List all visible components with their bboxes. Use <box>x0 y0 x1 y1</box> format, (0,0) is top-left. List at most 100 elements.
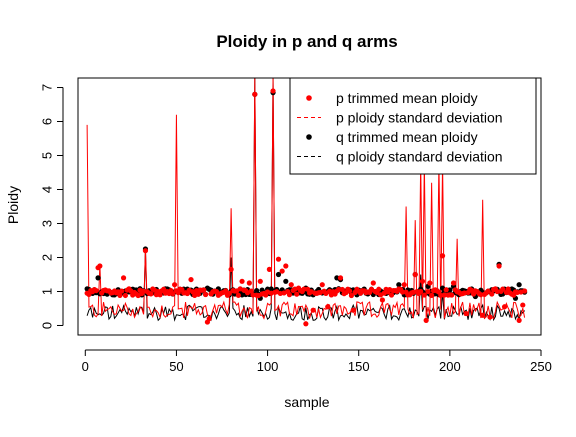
p-mean-point <box>496 263 502 269</box>
y-tick-label: 4 <box>39 186 54 193</box>
p-mean-point <box>228 266 234 272</box>
p-mean-point <box>206 316 212 322</box>
p-mean-point <box>425 288 431 295</box>
p-mean-point <box>279 268 285 274</box>
p-mean-point <box>252 91 258 97</box>
p-mean-point <box>516 317 522 323</box>
p-mean-point <box>294 291 300 297</box>
p-mean-point <box>248 288 254 294</box>
y-axis-title: Ploidy <box>5 186 21 224</box>
p-mean-point <box>339 286 345 293</box>
x-tick-label: 150 <box>348 359 370 374</box>
p-mean-point <box>429 292 435 298</box>
p-mean-point <box>223 288 229 294</box>
legend-point-symbol <box>306 134 312 140</box>
p-mean-point <box>494 288 500 295</box>
y-tick-label: 7 <box>39 84 54 91</box>
p-mean-point <box>489 291 495 297</box>
legend-label: q trimmed mean ploidy <box>336 129 478 145</box>
p-mean-point <box>120 275 127 281</box>
p-mean-point <box>226 290 232 296</box>
p-mean-point <box>246 280 252 286</box>
x-tick-label: 0 <box>82 359 89 374</box>
q-mean-point <box>95 275 101 281</box>
p-mean-point <box>117 292 123 299</box>
p-mean-point <box>202 291 209 298</box>
p-mean-point <box>195 291 201 297</box>
p-mean-point <box>480 312 486 318</box>
p-mean-point <box>283 263 289 269</box>
p-mean-point <box>347 288 353 294</box>
p-mean-point <box>449 292 455 298</box>
p-mean-point <box>235 292 242 298</box>
p-mean-point <box>122 292 128 299</box>
p-mean-point <box>500 286 506 292</box>
p-mean-point <box>266 266 272 272</box>
q-mean-point <box>275 271 282 278</box>
p-mean-point <box>188 276 194 283</box>
p-mean-point <box>439 253 446 259</box>
y-tick-label: 5 <box>39 152 54 159</box>
p-mean-point <box>310 307 316 313</box>
p-mean-point <box>388 292 395 298</box>
p-mean-point <box>286 292 293 298</box>
p-mean-point <box>288 282 294 288</box>
legend-point-symbol <box>306 95 312 101</box>
p-mean-point <box>201 287 207 293</box>
p-mean-point <box>270 88 276 94</box>
q-sd-line <box>86 78 525 322</box>
p-mean-point <box>336 286 342 293</box>
p-mean-point <box>157 292 163 298</box>
y-tick-label: 6 <box>39 118 54 125</box>
p-mean-point <box>450 280 457 286</box>
p-mean-point <box>401 282 407 288</box>
p-sd-line <box>86 78 526 320</box>
p-mean-point <box>485 288 491 294</box>
q-mean-point <box>396 282 402 288</box>
p-mean-point <box>487 314 493 320</box>
p-mean-point <box>501 304 508 310</box>
series-layer <box>84 78 528 327</box>
legend-label: q ploidy standard deviation <box>336 149 503 165</box>
legend-label: p trimmed mean ploidy <box>336 90 478 106</box>
axes-layer: 0 50 100 150 200 250 0 1 2 3 4 5 6 7 <box>39 77 552 374</box>
y-tick-label: 1 <box>39 288 54 295</box>
p-mean-point <box>348 292 355 299</box>
p-mean-point <box>303 321 309 327</box>
legend-label: p ploidy standard deviation <box>336 110 503 126</box>
p-mean-point <box>86 291 92 297</box>
p-mean-point <box>257 278 263 284</box>
p-mean-point <box>325 304 331 310</box>
p-mean-point <box>350 307 356 313</box>
p-mean-point <box>520 302 526 308</box>
p-mean-point <box>463 310 469 317</box>
p-mean-point <box>97 263 103 269</box>
p-mean-point <box>441 292 447 298</box>
q-mean-point <box>283 278 289 284</box>
p-mean-point <box>418 288 424 295</box>
p-mean-point <box>379 297 386 303</box>
x-tick-label: 50 <box>169 359 183 374</box>
x-tick-label: 200 <box>439 359 461 374</box>
p-mean-point <box>275 256 282 262</box>
p-mean-point <box>423 317 429 323</box>
p-mean-point <box>319 282 325 288</box>
y-tick-label: 3 <box>39 220 54 227</box>
p-mean-point <box>376 286 382 292</box>
p-mean-point <box>412 271 418 278</box>
p-mean-point <box>370 280 376 286</box>
legend-box <box>289 77 537 175</box>
p-mean-point <box>421 292 427 298</box>
p-mean-point <box>427 280 433 286</box>
y-tick-label: 2 <box>39 254 54 261</box>
q-mean-point <box>516 282 522 288</box>
p-mean-point <box>93 287 99 294</box>
p-mean-point <box>301 286 307 292</box>
x-axis-title: sample <box>284 394 329 410</box>
p-mean-point <box>505 286 511 292</box>
p-mean-point <box>142 248 149 254</box>
p-mean-point <box>521 288 528 294</box>
p-mean-point <box>337 275 344 281</box>
